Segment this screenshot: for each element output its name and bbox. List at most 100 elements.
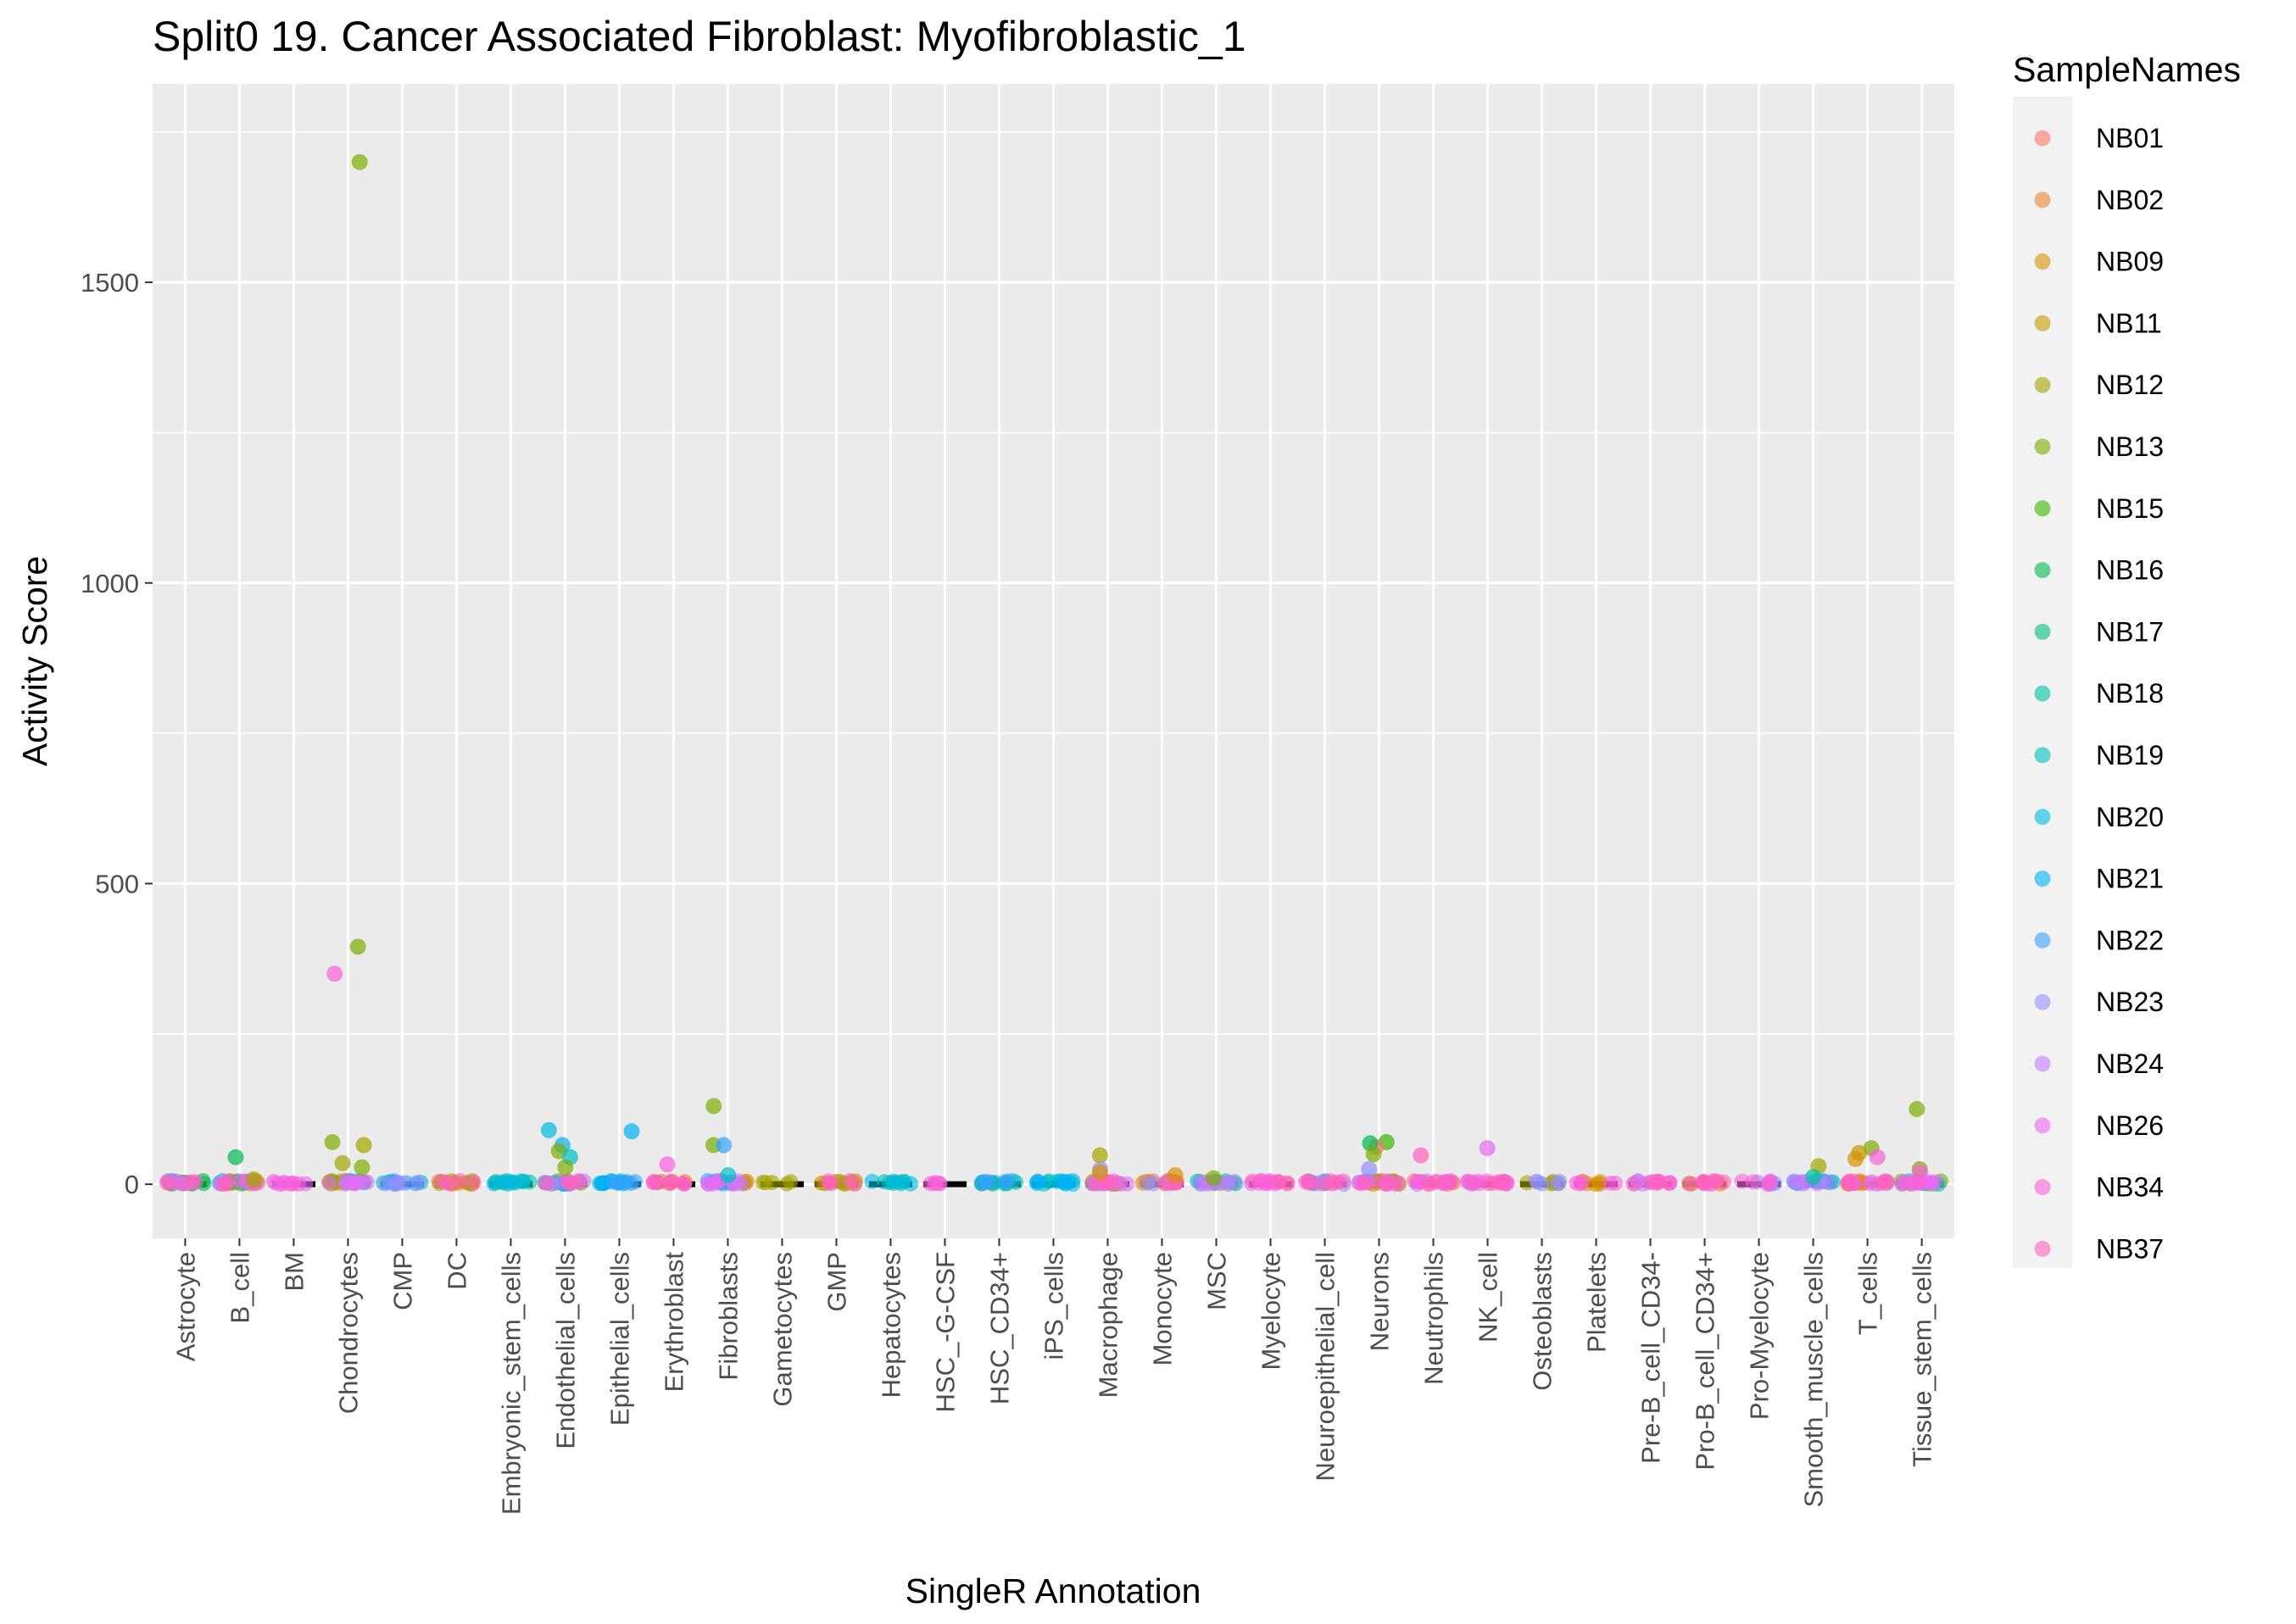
data-point bbox=[821, 1175, 837, 1191]
legend-key bbox=[2034, 438, 2051, 455]
data-point bbox=[709, 1174, 725, 1190]
x-tick-label: Endothelial_cells bbox=[550, 1252, 580, 1449]
x-tick-label: Neuroepithelial_cell bbox=[1311, 1252, 1340, 1482]
data-point bbox=[513, 1173, 529, 1189]
data-point bbox=[347, 1176, 363, 1192]
data-point bbox=[1245, 1173, 1261, 1189]
x-tick-label: Astrocyte bbox=[170, 1252, 200, 1361]
y-axis: 0 500 1000 1500 bbox=[81, 268, 153, 1199]
data-point bbox=[1842, 1173, 1859, 1189]
data-point bbox=[882, 1175, 898, 1191]
data-point bbox=[1534, 1176, 1550, 1192]
legend-key bbox=[2034, 130, 2051, 147]
outlier-point bbox=[720, 1167, 737, 1184]
data-point bbox=[1373, 1173, 1389, 1189]
x-tick-label: Smooth_muscle_cells bbox=[1799, 1252, 1829, 1508]
x-tick-label: Monocyte bbox=[1148, 1252, 1178, 1365]
data-point bbox=[903, 1176, 919, 1192]
data-point bbox=[1301, 1173, 1317, 1189]
legend-key bbox=[2034, 993, 2051, 1010]
data-point bbox=[783, 1174, 799, 1190]
outlier-point bbox=[716, 1137, 733, 1154]
x-tick-label: Macrophage bbox=[1094, 1252, 1123, 1398]
outlier-point bbox=[1805, 1169, 1822, 1186]
outlier-point bbox=[659, 1156, 676, 1173]
legend-key bbox=[2034, 500, 2051, 517]
data-point bbox=[410, 1174, 426, 1190]
x-tick-label: Myelocyte bbox=[1257, 1252, 1286, 1371]
legend-label: NB15 bbox=[2096, 493, 2164, 524]
outlier-point bbox=[326, 965, 343, 982]
data-point bbox=[1279, 1175, 1296, 1191]
legend-key bbox=[2034, 314, 2051, 331]
outlier-point bbox=[1205, 1170, 1222, 1187]
data-point bbox=[1361, 1174, 1377, 1190]
x-tick-label: Platelets bbox=[1582, 1252, 1612, 1353]
data-point bbox=[265, 1173, 281, 1189]
outlier-point bbox=[705, 1098, 722, 1115]
legend-label: NB02 bbox=[2096, 185, 2164, 215]
data-point bbox=[285, 1175, 301, 1191]
x-tick-label: T_cells bbox=[1853, 1252, 1883, 1335]
gridlines bbox=[153, 84, 1954, 1238]
legend-key bbox=[2034, 809, 2051, 826]
x-tick-label: Pro-Myelocyte bbox=[1745, 1252, 1775, 1420]
x-axis: Astrocyte B_cell BM Chondrocytes CMP DC Embryo… bbox=[170, 1238, 1937, 1515]
x-tick-label: Embryonic_stem_cells bbox=[496, 1252, 526, 1515]
x-axis-title: SingleR Annotation bbox=[906, 1571, 1201, 1610]
legend-label: NB16 bbox=[2096, 555, 2164, 586]
data-point bbox=[387, 1176, 404, 1193]
data-point bbox=[1335, 1173, 1351, 1189]
data-point bbox=[1550, 1176, 1566, 1192]
data-point bbox=[1441, 1175, 1457, 1191]
outlier-point bbox=[324, 1134, 341, 1150]
data-point bbox=[1572, 1176, 1588, 1192]
legend-label: NB12 bbox=[2096, 370, 2164, 400]
outlier-point bbox=[354, 1159, 371, 1176]
legend-key bbox=[2034, 870, 2051, 887]
legend-label: NB34 bbox=[2096, 1172, 2164, 1203]
legend-label: NB17 bbox=[2096, 616, 2164, 647]
data-point bbox=[1140, 1175, 1156, 1191]
data-point bbox=[928, 1175, 944, 1191]
data-points bbox=[159, 153, 1949, 1193]
legend-key bbox=[2034, 192, 2051, 209]
data-point bbox=[1314, 1176, 1330, 1192]
x-tick-label: Tissue_stem_cells bbox=[1908, 1252, 1937, 1467]
legend-label: NB01 bbox=[2096, 123, 2164, 153]
legend-key-background bbox=[2013, 97, 2072, 1268]
outlier-point bbox=[349, 938, 366, 955]
y-tick-label: 0 bbox=[125, 1170, 139, 1199]
outlier-point bbox=[557, 1159, 574, 1176]
x-tick-label: B_cell bbox=[225, 1252, 254, 1323]
data-point bbox=[1491, 1174, 1507, 1190]
legend-label: NB21 bbox=[2096, 864, 2164, 894]
legend-label: NB24 bbox=[2096, 1048, 2164, 1079]
data-point bbox=[1641, 1174, 1658, 1190]
data-point bbox=[159, 1175, 175, 1191]
outlier-point bbox=[351, 153, 368, 170]
outlier-point bbox=[540, 1121, 557, 1138]
data-point bbox=[1608, 1175, 1624, 1191]
outlier-point bbox=[1365, 1146, 1382, 1163]
x-tick-label: Chondrocytes bbox=[333, 1252, 363, 1414]
data-point bbox=[646, 1173, 662, 1189]
data-point bbox=[677, 1176, 693, 1192]
x-tick-label: HSC_-G-CSF bbox=[930, 1252, 960, 1412]
outlier-point bbox=[334, 1154, 351, 1171]
y-tick-label: 500 bbox=[95, 869, 139, 898]
data-point bbox=[1681, 1176, 1697, 1192]
data-point bbox=[1759, 1176, 1775, 1193]
y-tick-label: 1500 bbox=[81, 268, 139, 298]
y-tick-label: 1000 bbox=[81, 569, 139, 598]
data-point bbox=[663, 1174, 679, 1190]
legend-label: NB20 bbox=[2096, 802, 2164, 832]
data-point bbox=[465, 1174, 482, 1190]
legend: SampleNames NB01 NB02 NB09 NB11 NB12 NB13 NB15… bbox=[2013, 50, 2241, 1268]
legend-key bbox=[2034, 253, 2051, 270]
x-tick-label: CMP bbox=[387, 1252, 417, 1310]
outlier-point bbox=[1479, 1140, 1496, 1157]
x-tick-label: Epithelial_cells bbox=[605, 1252, 634, 1426]
data-point bbox=[616, 1175, 632, 1191]
legend-key bbox=[2034, 1179, 2051, 1196]
